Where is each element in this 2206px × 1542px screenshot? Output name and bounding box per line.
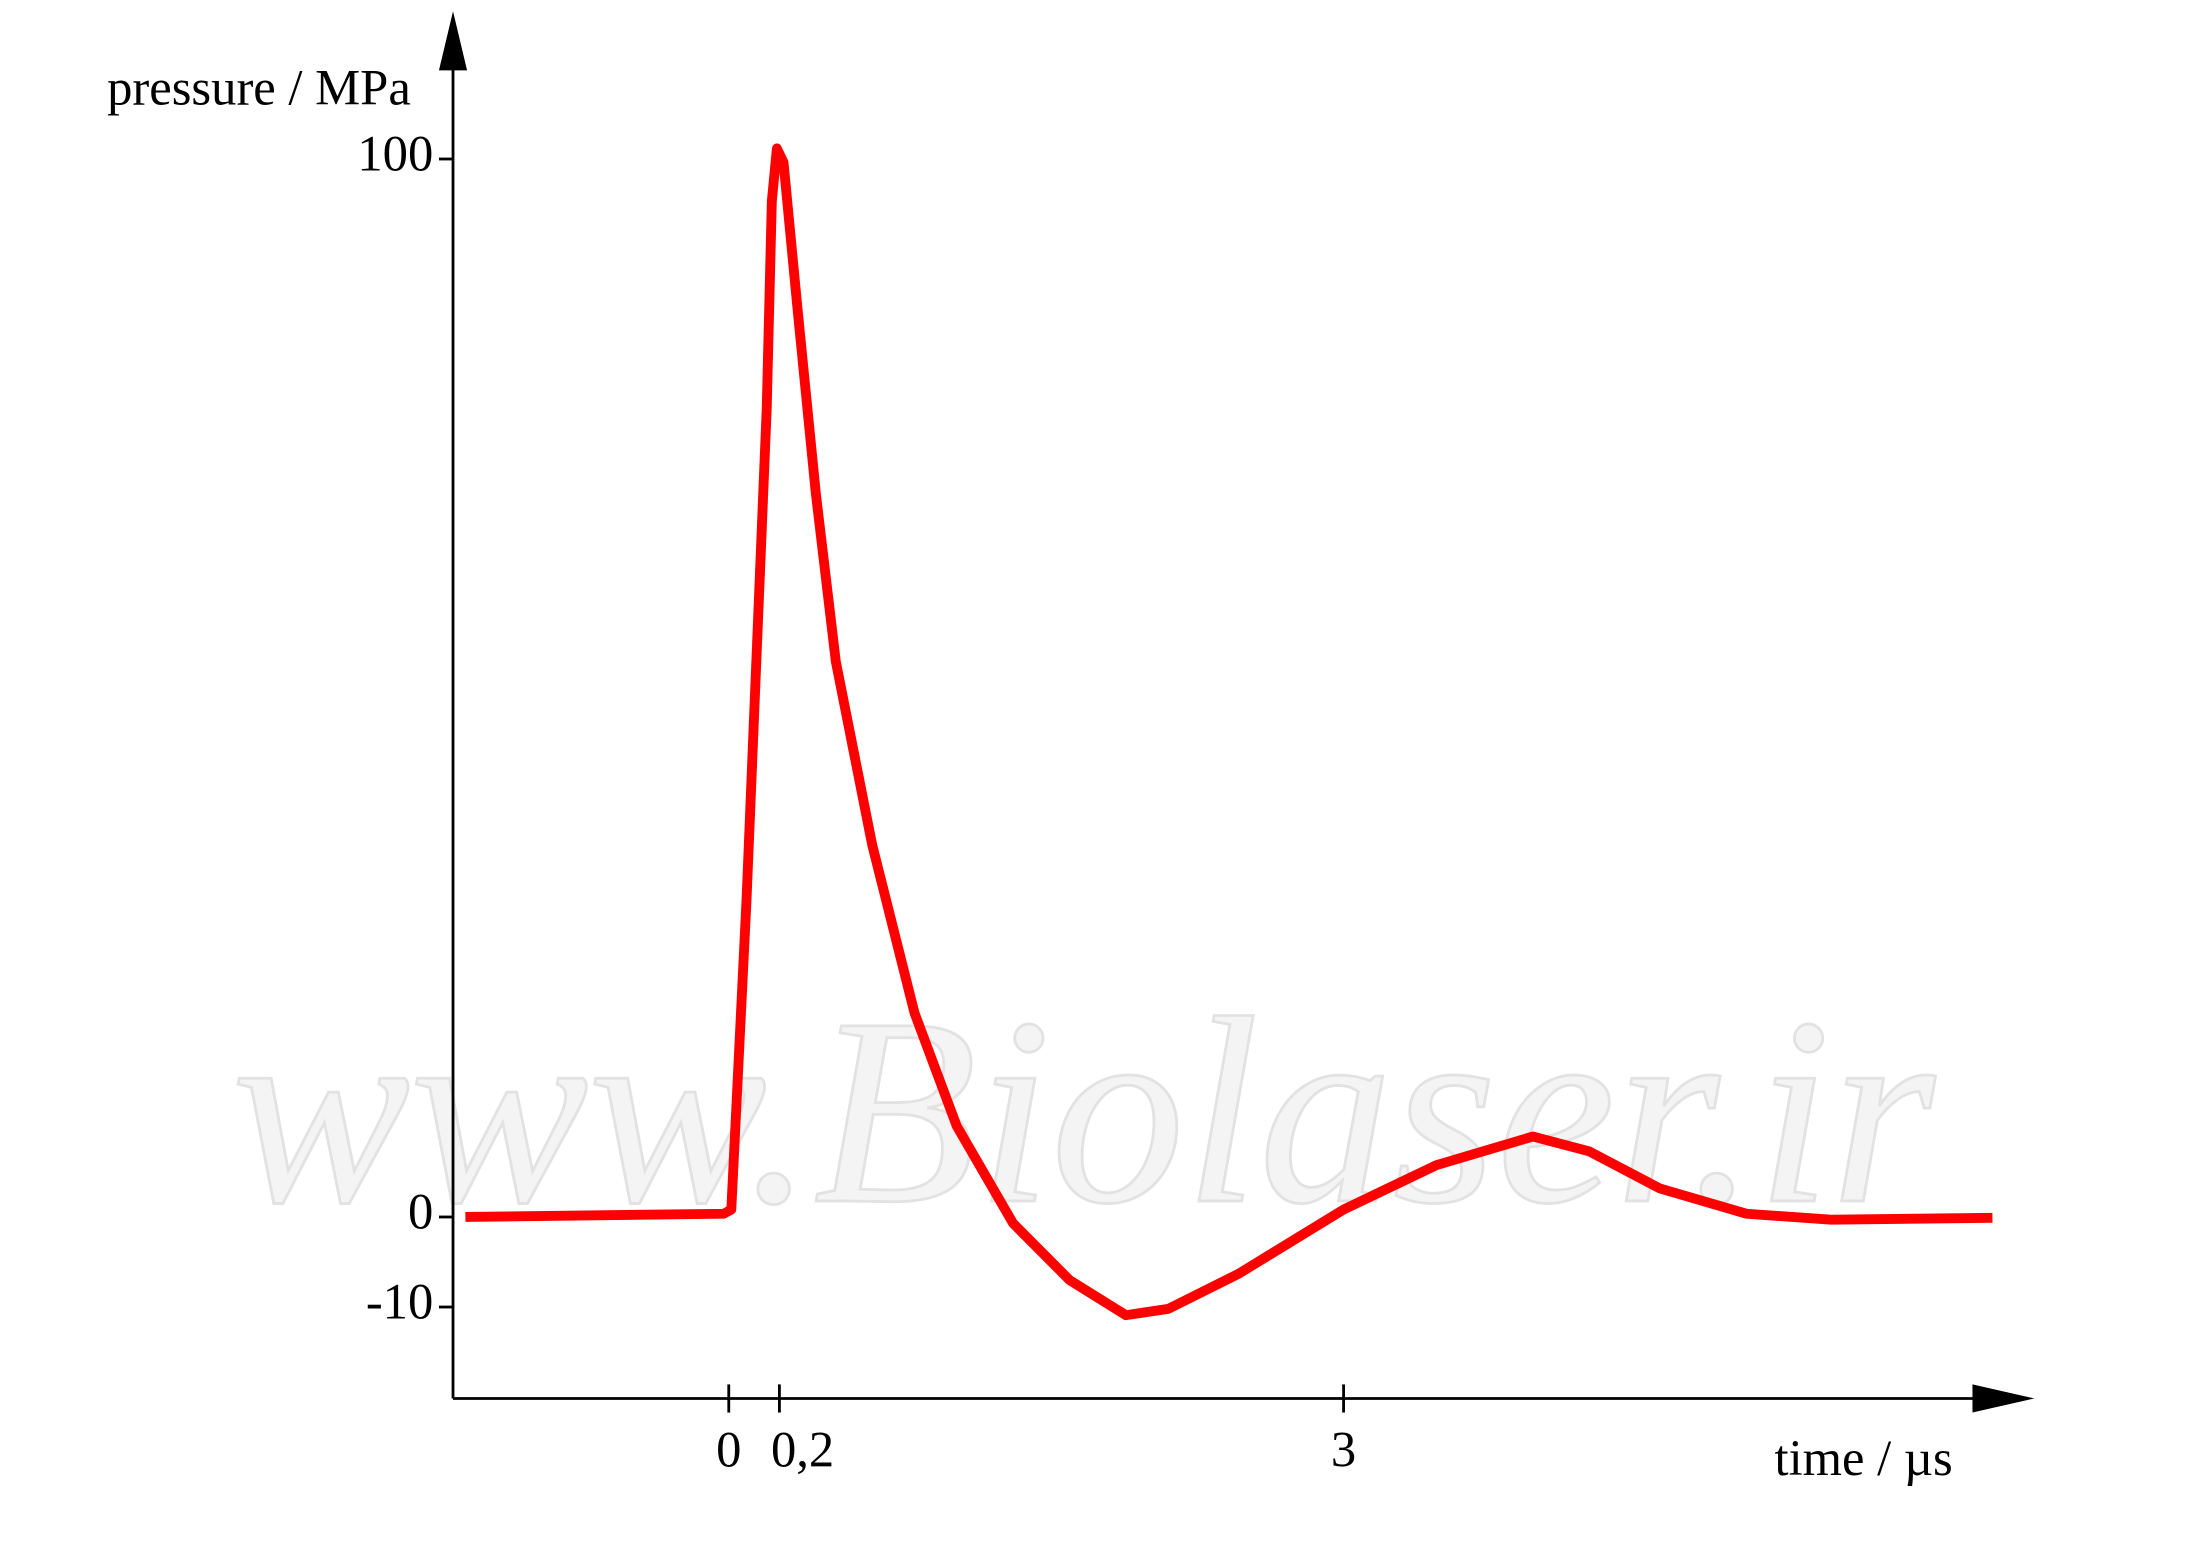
x-tick-label: 0,2 xyxy=(771,1421,834,1477)
data-line xyxy=(465,143,1993,1321)
watermark: www.Biolaser.ir xyxy=(232,963,1940,1259)
x-tick-label: 0 xyxy=(716,1421,741,1477)
x-tick-label: 3 xyxy=(1331,1421,1356,1477)
x-axis-arrow xyxy=(1972,1384,2035,1413)
y-tick-label: 0 xyxy=(408,1184,433,1240)
x-axis-label: time / µs xyxy=(1775,1430,1953,1486)
y-tick-label: -10 xyxy=(366,1274,433,1330)
y-axis-label: pressure / MPa xyxy=(107,60,411,116)
y-tick-label: 100 xyxy=(357,126,433,182)
y-axis-arrow xyxy=(438,11,468,71)
